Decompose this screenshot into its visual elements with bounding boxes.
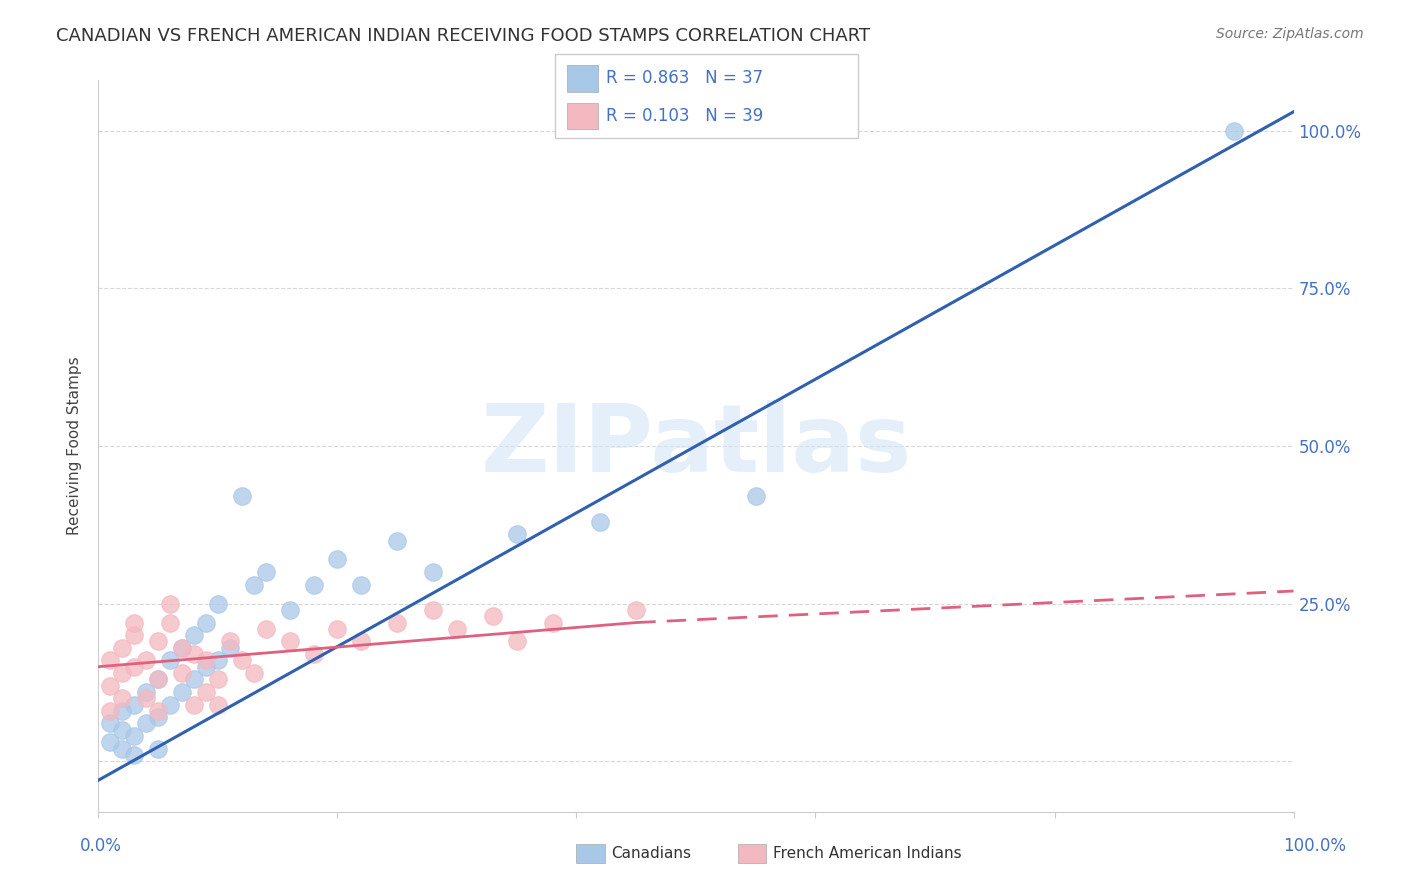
Point bbox=[124, 698, 146, 712]
Point bbox=[111, 691, 134, 706]
Point bbox=[183, 628, 205, 642]
Point bbox=[135, 716, 157, 731]
Point bbox=[195, 615, 218, 630]
Point bbox=[148, 673, 170, 687]
Point bbox=[159, 597, 181, 611]
Point bbox=[506, 527, 529, 541]
Text: 100.0%: 100.0% bbox=[1284, 837, 1346, 855]
Point bbox=[231, 653, 253, 667]
Point bbox=[111, 741, 134, 756]
Point bbox=[172, 640, 194, 655]
Point bbox=[422, 565, 444, 579]
Point bbox=[148, 710, 170, 724]
Point bbox=[148, 704, 170, 718]
Point bbox=[278, 603, 301, 617]
Point bbox=[626, 603, 648, 617]
Point bbox=[326, 622, 349, 636]
Text: Source: ZipAtlas.com: Source: ZipAtlas.com bbox=[1216, 27, 1364, 41]
Point bbox=[183, 698, 205, 712]
Point bbox=[183, 647, 205, 661]
Point bbox=[98, 704, 122, 718]
Point bbox=[135, 691, 157, 706]
Text: R = 0.103   N = 39: R = 0.103 N = 39 bbox=[606, 107, 763, 125]
Point bbox=[159, 653, 181, 667]
Point bbox=[385, 533, 409, 548]
Point bbox=[98, 735, 122, 749]
Point bbox=[195, 659, 218, 673]
Point bbox=[111, 640, 134, 655]
Point bbox=[422, 603, 444, 617]
Point bbox=[135, 653, 157, 667]
Point bbox=[541, 615, 564, 630]
Point bbox=[98, 679, 122, 693]
Point bbox=[111, 723, 134, 737]
Point bbox=[172, 640, 194, 655]
Text: 0.0%: 0.0% bbox=[80, 837, 122, 855]
Point bbox=[124, 659, 146, 673]
Point bbox=[111, 704, 134, 718]
Point bbox=[446, 622, 468, 636]
Point bbox=[207, 653, 229, 667]
Point bbox=[183, 673, 205, 687]
Point bbox=[254, 622, 277, 636]
Point bbox=[231, 490, 253, 504]
Point bbox=[148, 634, 170, 648]
Point bbox=[124, 628, 146, 642]
Point bbox=[98, 653, 122, 667]
Point bbox=[148, 673, 170, 687]
Text: French American Indians: French American Indians bbox=[773, 847, 962, 861]
Point bbox=[111, 665, 134, 680]
Point bbox=[148, 741, 170, 756]
Point bbox=[254, 565, 277, 579]
Point bbox=[506, 634, 529, 648]
Point bbox=[302, 647, 325, 661]
Point bbox=[219, 634, 242, 648]
Text: Canadians: Canadians bbox=[612, 847, 692, 861]
Point bbox=[1223, 124, 1246, 138]
Point bbox=[589, 515, 612, 529]
Point bbox=[172, 665, 194, 680]
Point bbox=[278, 634, 301, 648]
Point bbox=[207, 597, 229, 611]
Point bbox=[745, 490, 768, 504]
Point bbox=[482, 609, 505, 624]
Point bbox=[195, 685, 218, 699]
Point bbox=[135, 685, 157, 699]
Point bbox=[243, 665, 266, 680]
Point bbox=[124, 747, 146, 762]
Point bbox=[124, 729, 146, 743]
Point bbox=[350, 578, 373, 592]
Point bbox=[98, 716, 122, 731]
Text: ZIPatlas: ZIPatlas bbox=[481, 400, 911, 492]
Point bbox=[159, 698, 181, 712]
Point bbox=[159, 615, 181, 630]
Text: CANADIAN VS FRENCH AMERICAN INDIAN RECEIVING FOOD STAMPS CORRELATION CHART: CANADIAN VS FRENCH AMERICAN INDIAN RECEI… bbox=[56, 27, 870, 45]
Y-axis label: Receiving Food Stamps: Receiving Food Stamps bbox=[67, 357, 83, 535]
Point bbox=[195, 653, 218, 667]
Point bbox=[207, 698, 229, 712]
Point bbox=[326, 552, 349, 566]
Point bbox=[350, 634, 373, 648]
Point bbox=[124, 615, 146, 630]
Point bbox=[172, 685, 194, 699]
Point bbox=[219, 640, 242, 655]
Point bbox=[207, 673, 229, 687]
Point bbox=[385, 615, 409, 630]
Point bbox=[243, 578, 266, 592]
Point bbox=[302, 578, 325, 592]
Text: R = 0.863   N = 37: R = 0.863 N = 37 bbox=[606, 70, 763, 87]
